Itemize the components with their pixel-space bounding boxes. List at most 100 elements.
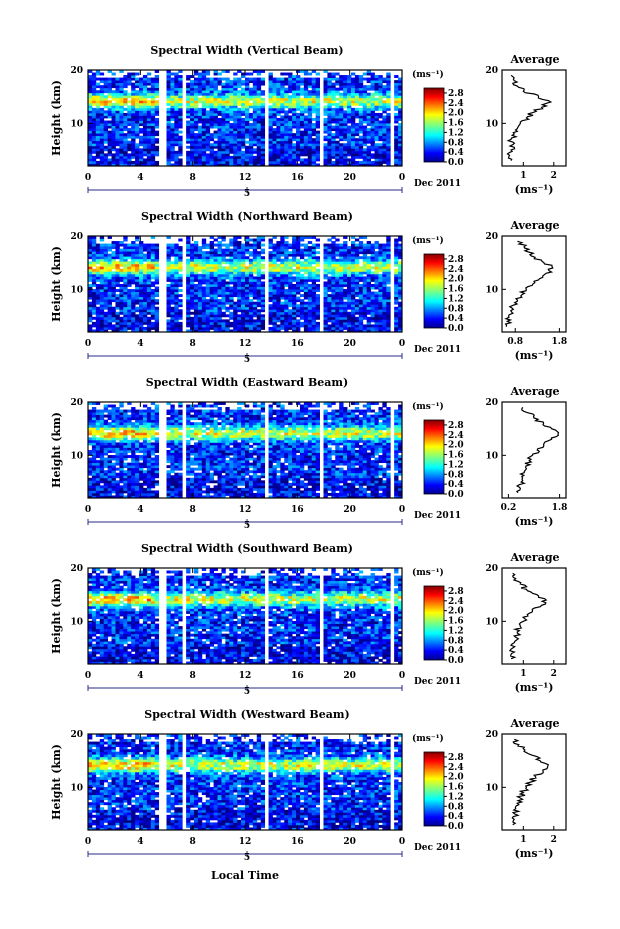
heatmap-cell (186, 291, 191, 295)
heatmap-cell (315, 72, 320, 76)
heatmap-cell (154, 266, 160, 270)
heatmap-cell (166, 268, 171, 272)
heatmap-cell (327, 115, 332, 119)
heatmap-cell (166, 294, 171, 298)
heatmap-cell (347, 268, 352, 272)
heatmap-cell (248, 77, 254, 81)
heatmap-cell (193, 143, 199, 147)
heatmap-cell (91, 72, 97, 76)
heatmap-cell (284, 138, 289, 142)
heatmap-cell (190, 304, 195, 308)
heatmap-cell (311, 258, 317, 262)
heatmap-cell (123, 150, 128, 154)
heatmap-cell (245, 314, 250, 318)
heatmap-cell (272, 133, 277, 137)
heatmap-cell (268, 311, 273, 315)
heatmap-cell (362, 118, 368, 121)
heatmap-cell (174, 296, 179, 300)
heatmap-cell (299, 140, 305, 144)
heatmap-cell (111, 148, 116, 152)
heatmap-cell (288, 311, 293, 315)
heatmap-cell (127, 153, 132, 157)
heatmap-cell (166, 289, 171, 292)
heatmap-cell (252, 248, 258, 252)
heatmap-cell (327, 158, 332, 162)
heatmap-cell (362, 278, 368, 282)
heatmap-cell (131, 246, 136, 250)
heatmap-cell (197, 258, 203, 262)
heatmap-cell (386, 294, 391, 298)
heatmap-cell (323, 246, 328, 250)
heatmap-cell (370, 251, 375, 255)
heatmap-cell (150, 291, 156, 295)
heatmap-cell (119, 115, 124, 119)
heatmap-cell (284, 95, 289, 99)
heatmap-cell (99, 158, 105, 162)
heatmap-cell (237, 266, 242, 270)
heatmap-cell (339, 107, 344, 111)
heatmap-cell (170, 251, 175, 255)
heatmap-cell (135, 135, 140, 139)
heatmap-cell (378, 278, 383, 282)
heatmap-cell (146, 284, 152, 287)
heatmap-cell (166, 319, 171, 323)
heatmap-cell (154, 145, 160, 149)
heatmap-cell (303, 70, 309, 73)
heatmap-cell (288, 160, 293, 164)
heatmap-cell (119, 130, 124, 134)
heatmap-cell (315, 115, 320, 119)
heatmap-cell (154, 163, 160, 167)
heatmap-cell (370, 311, 375, 315)
heatmap-cell (339, 87, 344, 91)
heatmap-cell (201, 241, 207, 244)
heatmap-cell (139, 289, 144, 292)
heatmap-cell (366, 115, 372, 119)
heatmap-cell (241, 304, 246, 308)
heatmap-cell (225, 271, 230, 275)
heatmap-cell (127, 160, 132, 164)
heatmap-cell (95, 289, 101, 292)
heatmap-cell (260, 115, 266, 119)
heatmap-cell (366, 289, 372, 292)
heatmap-cell (339, 284, 344, 287)
heatmap-cell (335, 145, 340, 149)
heatmap-cell (233, 281, 238, 285)
heatmap-cell (284, 128, 289, 132)
heatmap-cell (233, 294, 238, 298)
heatmap-cell (366, 102, 372, 106)
heatmap-cell (186, 75, 191, 78)
heatmap-cell (115, 311, 120, 315)
heatmap-cell (307, 97, 313, 101)
heatmap-cell (178, 266, 183, 270)
heatmap-cell (343, 248, 348, 252)
heatmap-cell (276, 289, 281, 292)
heatmap-cell (88, 163, 93, 167)
heatmap-cell (299, 304, 305, 308)
heatmap-cell (123, 243, 128, 247)
heatmap-cell (394, 140, 399, 144)
heatmap-cell (339, 301, 344, 305)
heatmap-cell (339, 77, 344, 81)
heatmap-cell (374, 80, 379, 84)
heatmap-cell (115, 271, 120, 275)
heatmap-cell (354, 256, 360, 260)
heatmap-cell (280, 72, 285, 76)
heatmap-cell (296, 128, 301, 132)
heatmap-cell (190, 311, 195, 315)
heatmap-cell (166, 251, 171, 255)
heatmap-cell (225, 286, 230, 290)
heatmap-cell (245, 324, 250, 328)
heatmap-cell (284, 163, 289, 167)
heatmap-cell (335, 133, 340, 137)
heatmap-cell (339, 155, 344, 159)
heatmap-cell (197, 100, 203, 104)
heatmap-cell (95, 135, 101, 139)
heatmap-cell (135, 163, 140, 167)
heatmap-cell (350, 306, 356, 310)
heatmap-cell (350, 261, 356, 265)
heatmap-cell (178, 80, 183, 84)
heatmap-cell (268, 158, 273, 162)
heatmap-cell (111, 123, 116, 126)
heatmap-cell (174, 125, 179, 129)
heatmap-cell (284, 261, 289, 265)
